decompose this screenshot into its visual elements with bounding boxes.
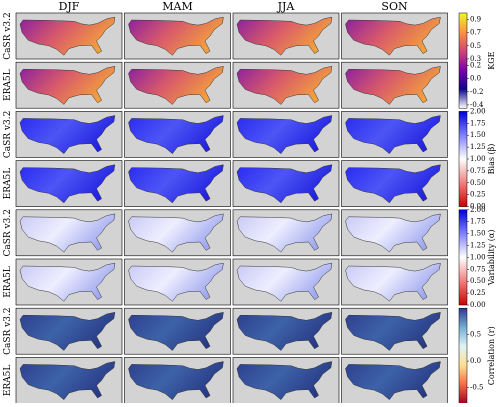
row-label: CaSR v3.2 [3,111,13,158]
tick-label: -0.2 [470,88,484,96]
us-map [128,361,224,401]
tick-label: 0.2 [470,62,481,70]
tick-label: 0.9 [470,16,481,24]
row-label: ERA5L [3,69,13,101]
tick-label: 0.5 [470,331,481,339]
us-map [236,115,333,155]
us-map [345,115,441,155]
tick-label: 0.00 [470,301,486,309]
us-map [128,164,224,204]
us-map [19,115,116,155]
colorbar-label: Variability (α) [487,230,496,287]
colorbar-label: Bias (β) [487,144,496,175]
us-map [345,311,441,351]
tick-label: 1.75 [470,119,486,127]
us-map [236,361,333,401]
us-map [19,164,116,204]
row-label: ERA5L [3,168,13,200]
column-title: DJF [59,0,80,13]
us-map [19,16,116,56]
us-map [128,65,224,105]
column-title: JJA [277,0,296,13]
tick-label: 1.25 [470,242,486,250]
colorbar [458,12,468,109]
tick-label: 1.00 [470,155,486,163]
tick-label: 0.75 [470,167,486,175]
tick-label: 0.50 [470,277,486,285]
us-map [236,65,333,105]
row-label: ERA5L [3,365,13,397]
tick-label: 0.50 [470,179,486,187]
row-label: CaSR v3.2 [3,209,13,256]
tick-label: 1.75 [470,218,486,226]
tick-label: 0.25 [470,191,486,199]
column-title: MAM [162,0,192,13]
tick-label: 0.3 [470,55,481,63]
us-map [19,65,116,105]
us-map [345,164,441,204]
us-map [236,213,333,253]
us-map [345,361,441,401]
us-map [19,213,116,253]
row-label: CaSR v3.2 [3,307,13,354]
tick-label: -0.4 [470,101,484,109]
tick-label: 2.00 [470,206,486,214]
tick-label: 1.25 [470,143,486,151]
us-map [128,311,224,351]
us-map [128,213,224,253]
row-label: CaSR v3.2 [3,12,13,59]
us-map [345,16,441,56]
us-map [345,65,441,105]
us-map [345,262,441,302]
tick-label: 0.0 [470,357,481,365]
colorbar-label: KGE [487,51,496,69]
us-map [236,311,333,351]
tick-label: 1.50 [470,230,486,238]
tick-label: 0.00 [470,203,486,211]
tick-label: 0.5 [470,42,481,50]
us-map [128,16,224,56]
tick-label: 0.25 [470,289,486,297]
us-map [236,262,333,302]
tick-label: 1.50 [470,131,486,139]
us-map [19,311,116,351]
column-title: SON [381,0,408,13]
us-map [19,361,116,401]
us-map [19,262,116,302]
row-label: ERA5L [3,266,13,298]
tick-label: 1.00 [470,253,486,261]
us-map [128,115,224,155]
us-map [236,164,333,204]
colorbar [458,111,468,207]
colorbar-label: Correlation (r) [487,326,496,385]
us-map [345,213,441,253]
colorbar [458,209,468,306]
tick-label: 0.7 [470,29,481,37]
tick-label: 0.75 [470,265,486,273]
tick-label: 0.0 [470,75,481,83]
tick-label: -0.5 [470,384,484,392]
us-map [236,16,333,56]
tick-label: 2.00 [470,107,486,115]
colorbar [458,307,468,404]
us-map [128,262,224,302]
